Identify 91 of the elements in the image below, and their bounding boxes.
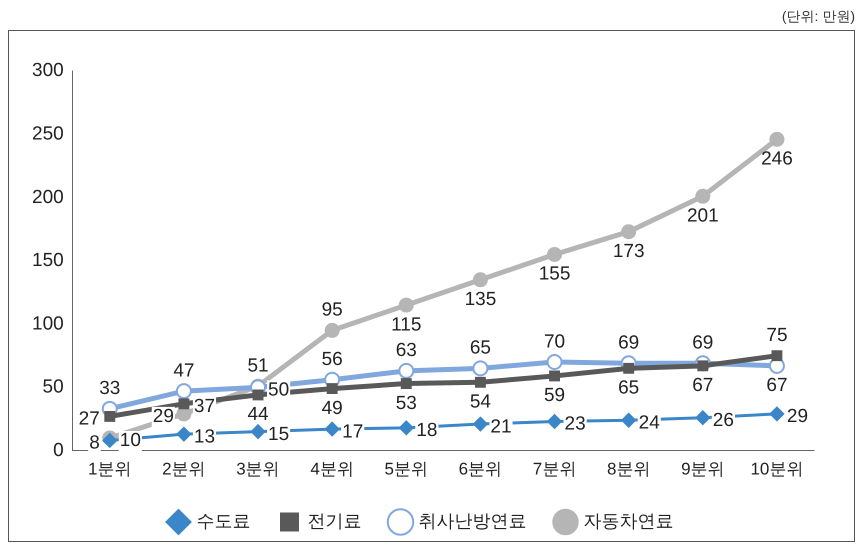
point: [769, 132, 784, 147]
point: [621, 224, 636, 240]
point: [695, 410, 710, 426]
y-tick-label: 300: [32, 60, 64, 82]
point: [621, 412, 636, 428]
point: [769, 406, 784, 422]
legend-label: 자동차연료: [584, 510, 674, 531]
data-label: 95: [322, 300, 343, 321]
data-label: 67: [766, 375, 788, 396]
x-tick-label: 5분위: [384, 459, 428, 478]
point: [252, 389, 264, 400]
data-label: 65: [470, 338, 491, 359]
data-label: 49: [322, 398, 343, 419]
point: [398, 298, 414, 313]
data-label: 135: [464, 289, 496, 310]
data-label: 63: [396, 340, 417, 362]
data-label: 70: [544, 331, 566, 352]
data-label: 69: [692, 332, 714, 354]
point: [546, 354, 563, 370]
data-label: 15: [268, 424, 290, 445]
point: [178, 398, 190, 410]
y-tick-label: 250: [32, 124, 64, 144]
point: [623, 362, 634, 374]
y-tick-label: 50: [42, 376, 64, 398]
data-label: 54: [470, 392, 492, 413]
data-label: 173: [612, 240, 645, 262]
point: [472, 416, 488, 432]
point: [400, 378, 412, 389]
data-label: 33: [99, 378, 120, 400]
data-label: 47: [173, 360, 194, 382]
data-label: 201: [686, 206, 719, 226]
y-tick-label: 150: [32, 250, 64, 272]
y-tick-label: 0: [53, 440, 64, 461]
x-tick-label: 3분위: [236, 459, 280, 478]
y-tick-label: 100: [32, 313, 64, 334]
data-label: 75: [766, 324, 788, 346]
data-label: 17: [342, 421, 364, 442]
point: [326, 383, 338, 394]
data-label: 115: [391, 314, 422, 336]
data-label: 8: [89, 432, 100, 454]
data-label: 29: [152, 406, 174, 428]
point: [695, 188, 710, 204]
data-label: 155: [538, 264, 570, 285]
x-tick-label: 2분위: [162, 459, 206, 478]
data-label: 53: [396, 392, 417, 414]
point: [771, 350, 782, 362]
point: [176, 383, 192, 400]
data-label: 44: [247, 404, 270, 426]
point: [104, 410, 116, 422]
data-label: 10: [120, 430, 141, 452]
point: [250, 424, 266, 440]
point: [472, 360, 488, 376]
x-tick-label: 1분위: [88, 459, 132, 478]
point: [324, 422, 340, 437]
data-label: 51: [247, 355, 269, 376]
data-label: 56: [322, 348, 343, 370]
data-label: 37: [194, 396, 216, 418]
data-label: 24: [638, 412, 660, 434]
data-label: 23: [564, 414, 586, 435]
point: [474, 376, 486, 388]
y-tick-label: 200: [32, 186, 64, 208]
x-tick-label: 9분위: [681, 459, 725, 478]
point: [547, 246, 562, 262]
data-label: 29: [786, 406, 808, 428]
data-label: 27: [78, 408, 100, 430]
text: (단위: 만원): [782, 8, 855, 24]
point: [547, 414, 562, 429]
point: [398, 420, 414, 436]
data-label: 67: [692, 375, 714, 396]
legend-label: 수도료: [196, 510, 250, 531]
data-label: 59: [544, 385, 566, 406]
data-label: 26: [712, 410, 734, 431]
data-label: 50: [268, 380, 290, 401]
legend-label: 전기료: [308, 510, 362, 531]
data-label: 18: [416, 420, 438, 442]
x-tick-label: 7분위: [532, 459, 576, 478]
x-tick-label: 10분위: [750, 459, 804, 478]
data-label: 21: [490, 416, 512, 438]
data-label: 69: [618, 332, 640, 354]
point: [324, 322, 340, 338]
x-tick-label: 6분위: [458, 459, 502, 478]
data-label: 246: [761, 148, 793, 170]
data-label: 13: [194, 426, 216, 448]
point: [472, 272, 488, 288]
point: [549, 370, 560, 382]
legend-label: 취사난방연료: [418, 510, 526, 531]
data-label: 65: [618, 378, 640, 399]
x-tick-label: 4분위: [310, 459, 354, 478]
point: [398, 362, 414, 379]
point: [176, 426, 192, 442]
x-tick-label: 8분위: [606, 459, 650, 478]
